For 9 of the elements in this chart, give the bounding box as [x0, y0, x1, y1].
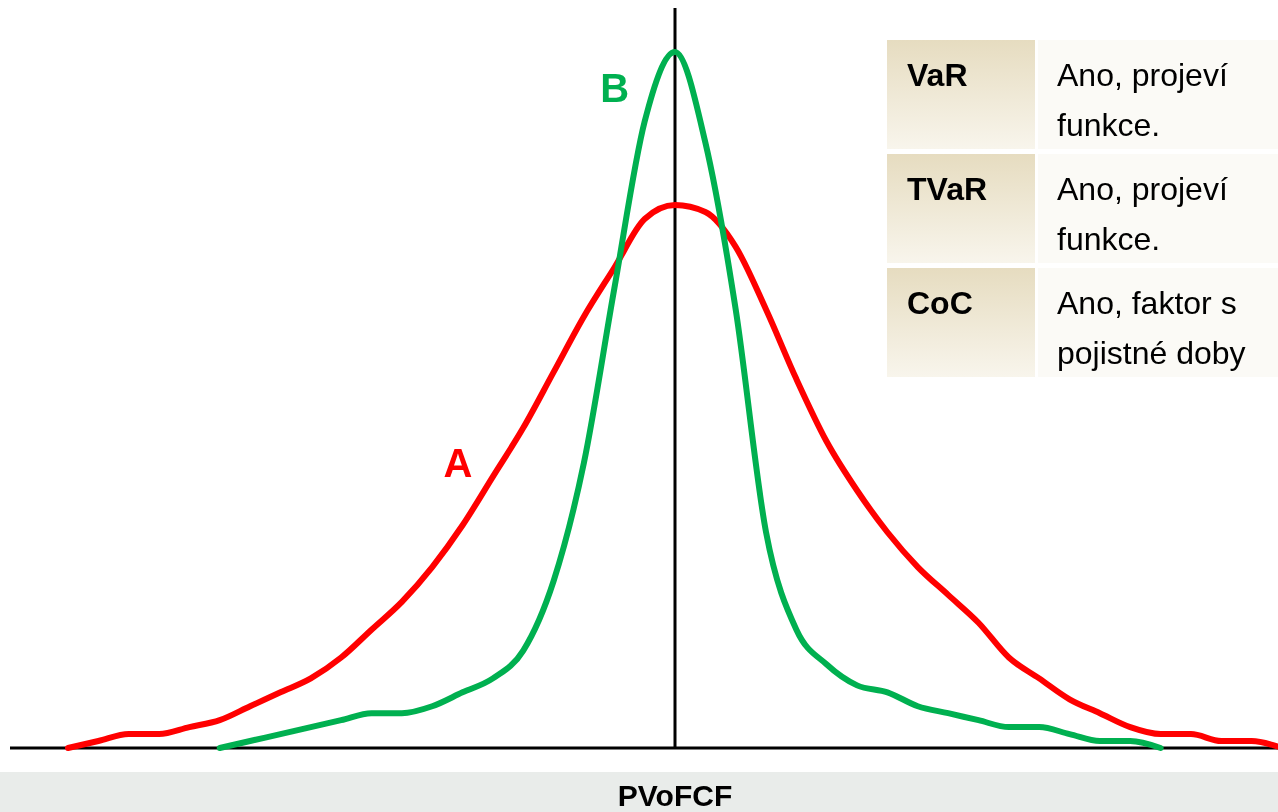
x-axis-title: PVoFCF [617, 779, 733, 812]
annotation: CoC [907, 285, 973, 321]
annotation: Ano, projeví funkce. [1057, 57, 1228, 143]
annotation: Ano, projeví funkce. [1057, 171, 1228, 257]
series-label: B [600, 65, 630, 110]
annotation: TVaR [907, 171, 988, 207]
series-label: A [443, 440, 473, 485]
annotation: Ano, faktor s pojistné doby [1057, 285, 1246, 371]
annotation: VaR [907, 57, 968, 93]
